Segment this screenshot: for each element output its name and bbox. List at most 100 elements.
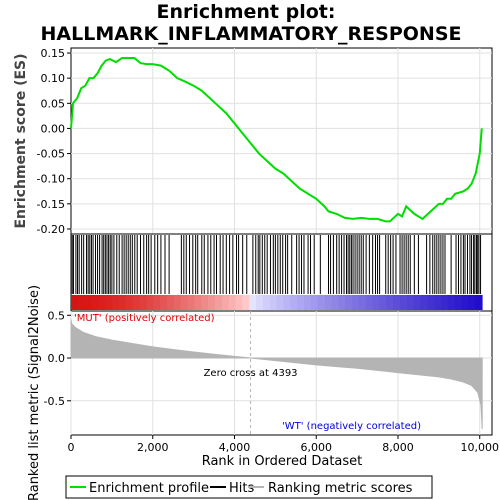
colorbar-segment [310, 295, 319, 310]
rank-colorbar [71, 295, 483, 310]
es-line [70, 57, 483, 223]
metric-ytick-label: 0.5 [48, 309, 66, 322]
colorbar-segment [160, 295, 168, 310]
colorbar-segment [242, 295, 250, 310]
colorbar-segment [338, 295, 346, 310]
es-grid [71, 48, 492, 234]
chart-title-line2: HALLMARK_INFLAMMATORY_RESPONSE [41, 23, 462, 45]
colorbar-segment [118, 295, 127, 310]
colorbar-segment [98, 295, 106, 310]
metric-panel: Zero cross at 4393 'MUT' (positively cor… [27, 285, 499, 500]
colorbar-segment [406, 295, 415, 310]
es-ytick-label: 0.00 [41, 122, 66, 135]
colorbar-segment [112, 295, 120, 310]
colorbar-segment [290, 295, 298, 310]
metric-xtick-label: 4,000 [219, 441, 251, 454]
colorbar-segment [235, 295, 243, 310]
colorbar-segment [221, 295, 230, 310]
legend-label-ranking-metric: Ranking metric scores [268, 481, 413, 496]
colorbar-segment [269, 295, 277, 310]
zero-cross-label: Zero cross at 4393 [204, 368, 298, 379]
metric-xtick-label: 0 [68, 441, 75, 454]
colorbar-segment [351, 295, 360, 310]
colorbar-segment [84, 295, 92, 310]
es-ytick-label: 0.05 [41, 97, 66, 110]
colorbar-segment [180, 295, 188, 310]
metric-ylabel: Ranked list metric (Signal2Noise) [27, 285, 42, 500]
colorbar-segment [276, 295, 284, 310]
colorbar-segment [187, 295, 195, 310]
colorbar-segment [345, 295, 353, 310]
es-ytick-label: -0.20 [37, 223, 65, 236]
metric-xtick-label: 2,000 [137, 441, 169, 454]
colorbar-segment [454, 295, 463, 310]
legend-label-enrichment-profile: Enrichment profile [89, 481, 209, 496]
colorbar-segment [379, 295, 387, 310]
colorbar-segment [331, 295, 339, 310]
metric-xtick-label: 6,000 [300, 441, 332, 454]
colorbar-segment [427, 295, 435, 310]
colorbar-segment [125, 295, 134, 310]
colorbar-segment [324, 295, 332, 310]
metric-xlabel: Rank in Ordered Dataset [202, 454, 363, 469]
es-ytick-label: -0.10 [37, 173, 65, 186]
colorbar-segment [77, 295, 86, 310]
es-ytick-label: 0.15 [41, 47, 66, 60]
colorbar-segment [358, 295, 367, 310]
colorbar-segment [228, 295, 236, 310]
colorbar-segment [283, 295, 291, 310]
colorbar-segment [139, 295, 147, 310]
colorbar-segment [132, 295, 140, 310]
legend-label-hits: Hits [229, 481, 254, 496]
colorbar-segment [105, 295, 113, 310]
colorbar-segment [399, 295, 408, 310]
colorbar-segment [166, 295, 175, 310]
colorbar-segment [365, 295, 373, 310]
metric-yticks: -0.5 0.0 0.5 [44, 309, 71, 408]
chart-title-line1: Enrichment plot: [157, 1, 336, 23]
es-ytick-label: -0.15 [37, 198, 65, 211]
colorbar-segment [304, 295, 312, 310]
es-panel: -0.20 -0.15 -0.10 -0.05 0.00 0.05 0.10 0.15 Enr… [13, 47, 493, 236]
colorbar-segment [71, 295, 79, 310]
wt-label: 'WT' (negatively correlated) [282, 421, 421, 432]
colorbar-segment [91, 295, 99, 310]
colorbar-segment [386, 295, 394, 310]
hit-lines [71, 235, 482, 294]
es-ylabel: Enrichment score (ES) [13, 53, 29, 228]
colorbar-segment [249, 295, 257, 310]
colorbar-segment [393, 295, 401, 310]
colorbar-segment [447, 295, 456, 310]
metric-xtick-label: 8,000 [382, 441, 414, 454]
hits-panel [70, 233, 493, 312]
colorbar-segment [475, 295, 483, 310]
colorbar-segment [201, 295, 209, 310]
colorbar-segment [434, 295, 442, 310]
es-panel-frame [70, 47, 493, 235]
colorbar-segment [317, 295, 325, 310]
colorbar-segment [146, 295, 154, 310]
colorbar-segment [420, 295, 428, 310]
colorbar-segment [297, 295, 305, 310]
colorbar-segment [214, 295, 223, 310]
colorbar-segment [208, 295, 216, 310]
colorbar-segment [468, 295, 476, 310]
colorbar-segment [461, 295, 469, 310]
es-ytick-label: -0.05 [37, 148, 65, 161]
colorbar-segment [153, 295, 161, 310]
metric-area [70, 319, 483, 430]
es-ytick-label: 0.10 [41, 72, 66, 85]
metric-xtick-label: 10,000 [460, 441, 499, 454]
colorbar-segment [173, 295, 182, 310]
legend: Enrichment profile Hits Ranking metric s… [65, 475, 433, 499]
mut-label: 'MUT' (positively correlated) [74, 313, 215, 324]
colorbar-segment [413, 295, 421, 310]
colorbar-segment [262, 295, 271, 310]
metric-ytick-label: 0.0 [48, 352, 66, 365]
es-yticks: -0.20 -0.15 -0.10 -0.05 0.00 0.05 0.10 0.15 [37, 47, 71, 236]
colorbar-segment [441, 295, 449, 310]
colorbar-segment [194, 295, 202, 310]
colorbar-segment [256, 295, 264, 310]
metric-xticks: 0 2,000 4,000 6,000 8,000 10,000 [68, 435, 499, 454]
